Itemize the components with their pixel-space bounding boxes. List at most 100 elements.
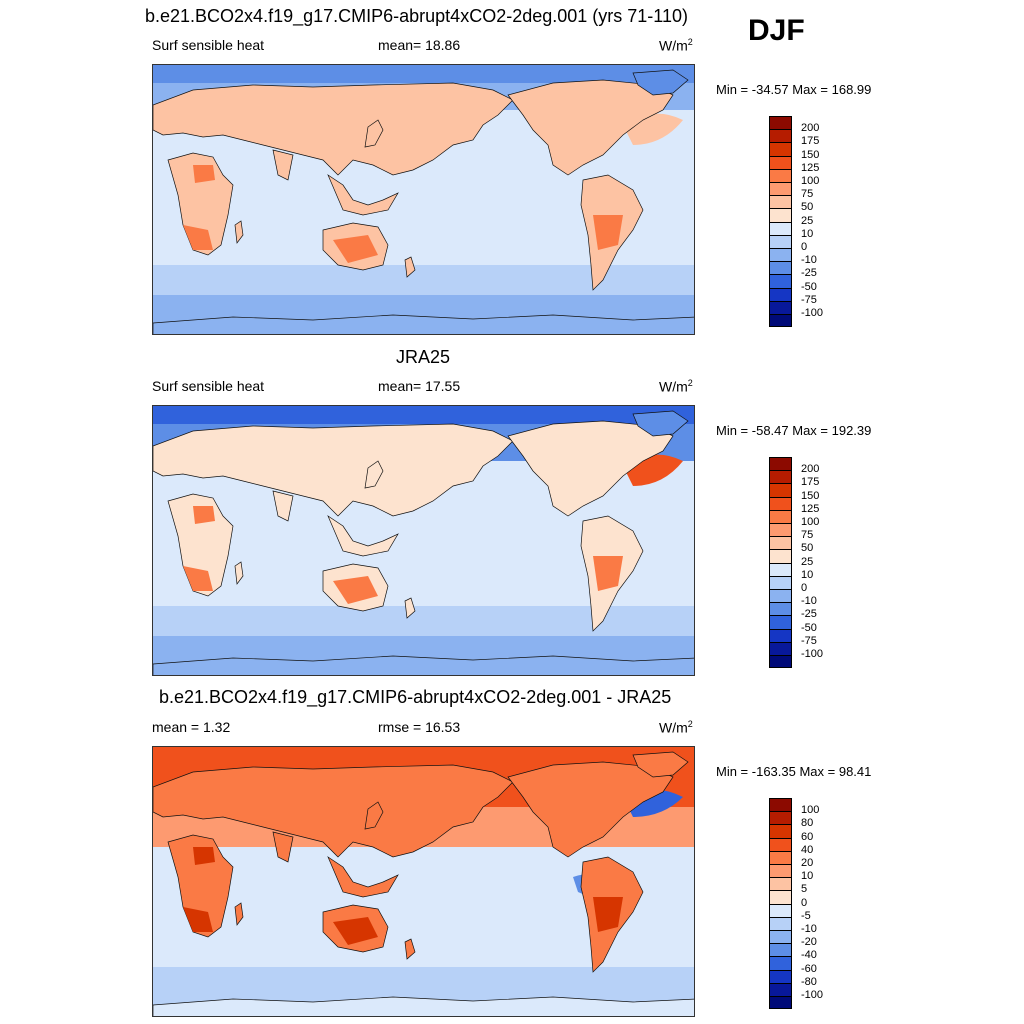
colorbar-segment [769, 890, 792, 904]
colorbar-tick-label: -75 [801, 293, 817, 306]
landmass-namerica [507, 79, 674, 176]
map-difference [152, 746, 695, 1017]
season-label: DJF [748, 14, 805, 47]
landmass-madagascar [234, 902, 244, 926]
colorbar-segment [769, 837, 792, 851]
colorbar-tick-label: 0 [801, 582, 808, 594]
landmass-india [272, 149, 294, 181]
min-max-label: Min = -34.57 Max = 168.99 [716, 82, 872, 97]
landmass-namerica [507, 420, 674, 517]
colorbar-tick-label: 200 [801, 463, 820, 476]
landmass-eurasia [153, 82, 514, 176]
colorbar-tick-label: 75 [801, 188, 814, 201]
colorbar-segment [769, 903, 792, 917]
landmass-eurasia [153, 764, 514, 858]
colorbar-tick-label: -25 [801, 608, 817, 621]
colorbar-tick-label: -75 [801, 634, 817, 647]
map-observation [152, 405, 695, 676]
mean-label: mean= 18.86 [378, 37, 461, 53]
colorbar-tick-label: 200 [801, 122, 820, 135]
colorbar-tick-label: 0 [801, 896, 808, 909]
mean-label: mean= 17.55 [378, 378, 461, 394]
colorbar-segment [769, 300, 792, 314]
landmass-india [272, 490, 294, 522]
colorbar-tick-label: 175 [801, 476, 820, 489]
colorbar-tick-label: 60 [801, 830, 814, 843]
landmass-madagascar [234, 220, 244, 244]
colorbar-segment [769, 195, 792, 209]
colorbar-segment [769, 287, 792, 301]
variable-label: Surf sensible heat [152, 37, 265, 53]
colorbar-tick-label: 125 [801, 161, 820, 174]
colorbar-tick-label: 125 [801, 502, 820, 515]
colorbar-tick-label: 10 [801, 870, 814, 883]
landmass-namerica [507, 761, 674, 858]
colorbar-segment [769, 549, 792, 563]
colorbar-segment [769, 470, 792, 484]
colorbar-tick-label: -5 [801, 909, 811, 922]
colorbar-tick-label: 100 [801, 175, 820, 187]
colorbar-segment [769, 982, 792, 996]
colorbar-tick-label: -50 [801, 280, 817, 293]
colorbar-tick-label: 40 [801, 843, 814, 856]
units-label: W/m2 [659, 37, 693, 54]
landmass-greenland [632, 410, 689, 437]
colorbar-segment [769, 208, 792, 222]
panel-title: b.e21.BCO2x4.f19_g17.CMIP6-abrupt4xCO2-2… [159, 687, 672, 707]
colorbar-tick-label: -80 [801, 975, 817, 988]
map-canvas [153, 65, 694, 334]
colorbar-tick-label: 175 [801, 135, 820, 148]
colorbar-segment [769, 155, 792, 169]
colorbar-segment [769, 274, 792, 288]
landmass-nz [404, 256, 416, 278]
landmass-japan [364, 119, 384, 148]
landmass-japan [364, 801, 384, 830]
colorbar-tick-label: -50 [801, 621, 817, 634]
landmass-india [272, 831, 294, 863]
colorbar-segment [769, 628, 792, 642]
colorbar-segment [769, 483, 792, 497]
colorbar-tick-label: -100 [801, 307, 824, 319]
colorbar-tick-label: 25 [801, 214, 814, 227]
landmass-seasia [327, 174, 399, 216]
landmass-nz [404, 597, 416, 619]
landmass-antarctica [153, 655, 694, 675]
variable-label: Surf sensible heat [152, 378, 265, 394]
landmass-antarctica [153, 996, 694, 1016]
map-canvas [153, 406, 694, 675]
colorbar-segment [769, 562, 792, 576]
colorbar-segment [769, 864, 792, 878]
colorbar-segment [769, 615, 792, 629]
colorbar-tick-label: 20 [801, 857, 814, 869]
colorbar-segment [769, 589, 792, 603]
colorbar-tick-label: -10 [801, 923, 817, 935]
colorbar-tick-label: 25 [801, 555, 814, 568]
colorbar-segment [769, 969, 792, 983]
colorbar-tick-label: -20 [801, 936, 817, 949]
landmass-eurasia [153, 423, 514, 517]
colorbar-segment [769, 811, 792, 825]
colorbar-tick-label: -10 [801, 595, 817, 608]
colorbar-segment [769, 142, 792, 156]
landmass-madagascar [234, 561, 244, 585]
colorbar-segment [769, 916, 792, 930]
colorbar-segment [769, 523, 792, 537]
rmse-label: rmse = 16.53 [378, 719, 461, 735]
colorbar-segment [769, 575, 792, 589]
colorbar [769, 798, 792, 1010]
colorbar-tick-label: -100 [801, 648, 824, 660]
colorbar-segment [769, 261, 792, 275]
colorbar-segment [769, 655, 792, 669]
colorbar-tick-label: 50 [801, 542, 814, 555]
colorbar-tick-label: 5 [801, 883, 808, 896]
colorbar-tick-label: 10 [801, 227, 814, 240]
landmass-greenland [632, 751, 689, 778]
colorbar-segment [769, 798, 792, 812]
landmass-greenland [632, 69, 689, 96]
landmass-nz [404, 938, 416, 960]
map-canvas [153, 747, 694, 1016]
landmass-africa [167, 152, 234, 256]
landmass-seasia [327, 515, 399, 557]
mean-label: mean = 1.32 [152, 719, 231, 735]
landmass-seasia [327, 856, 399, 898]
